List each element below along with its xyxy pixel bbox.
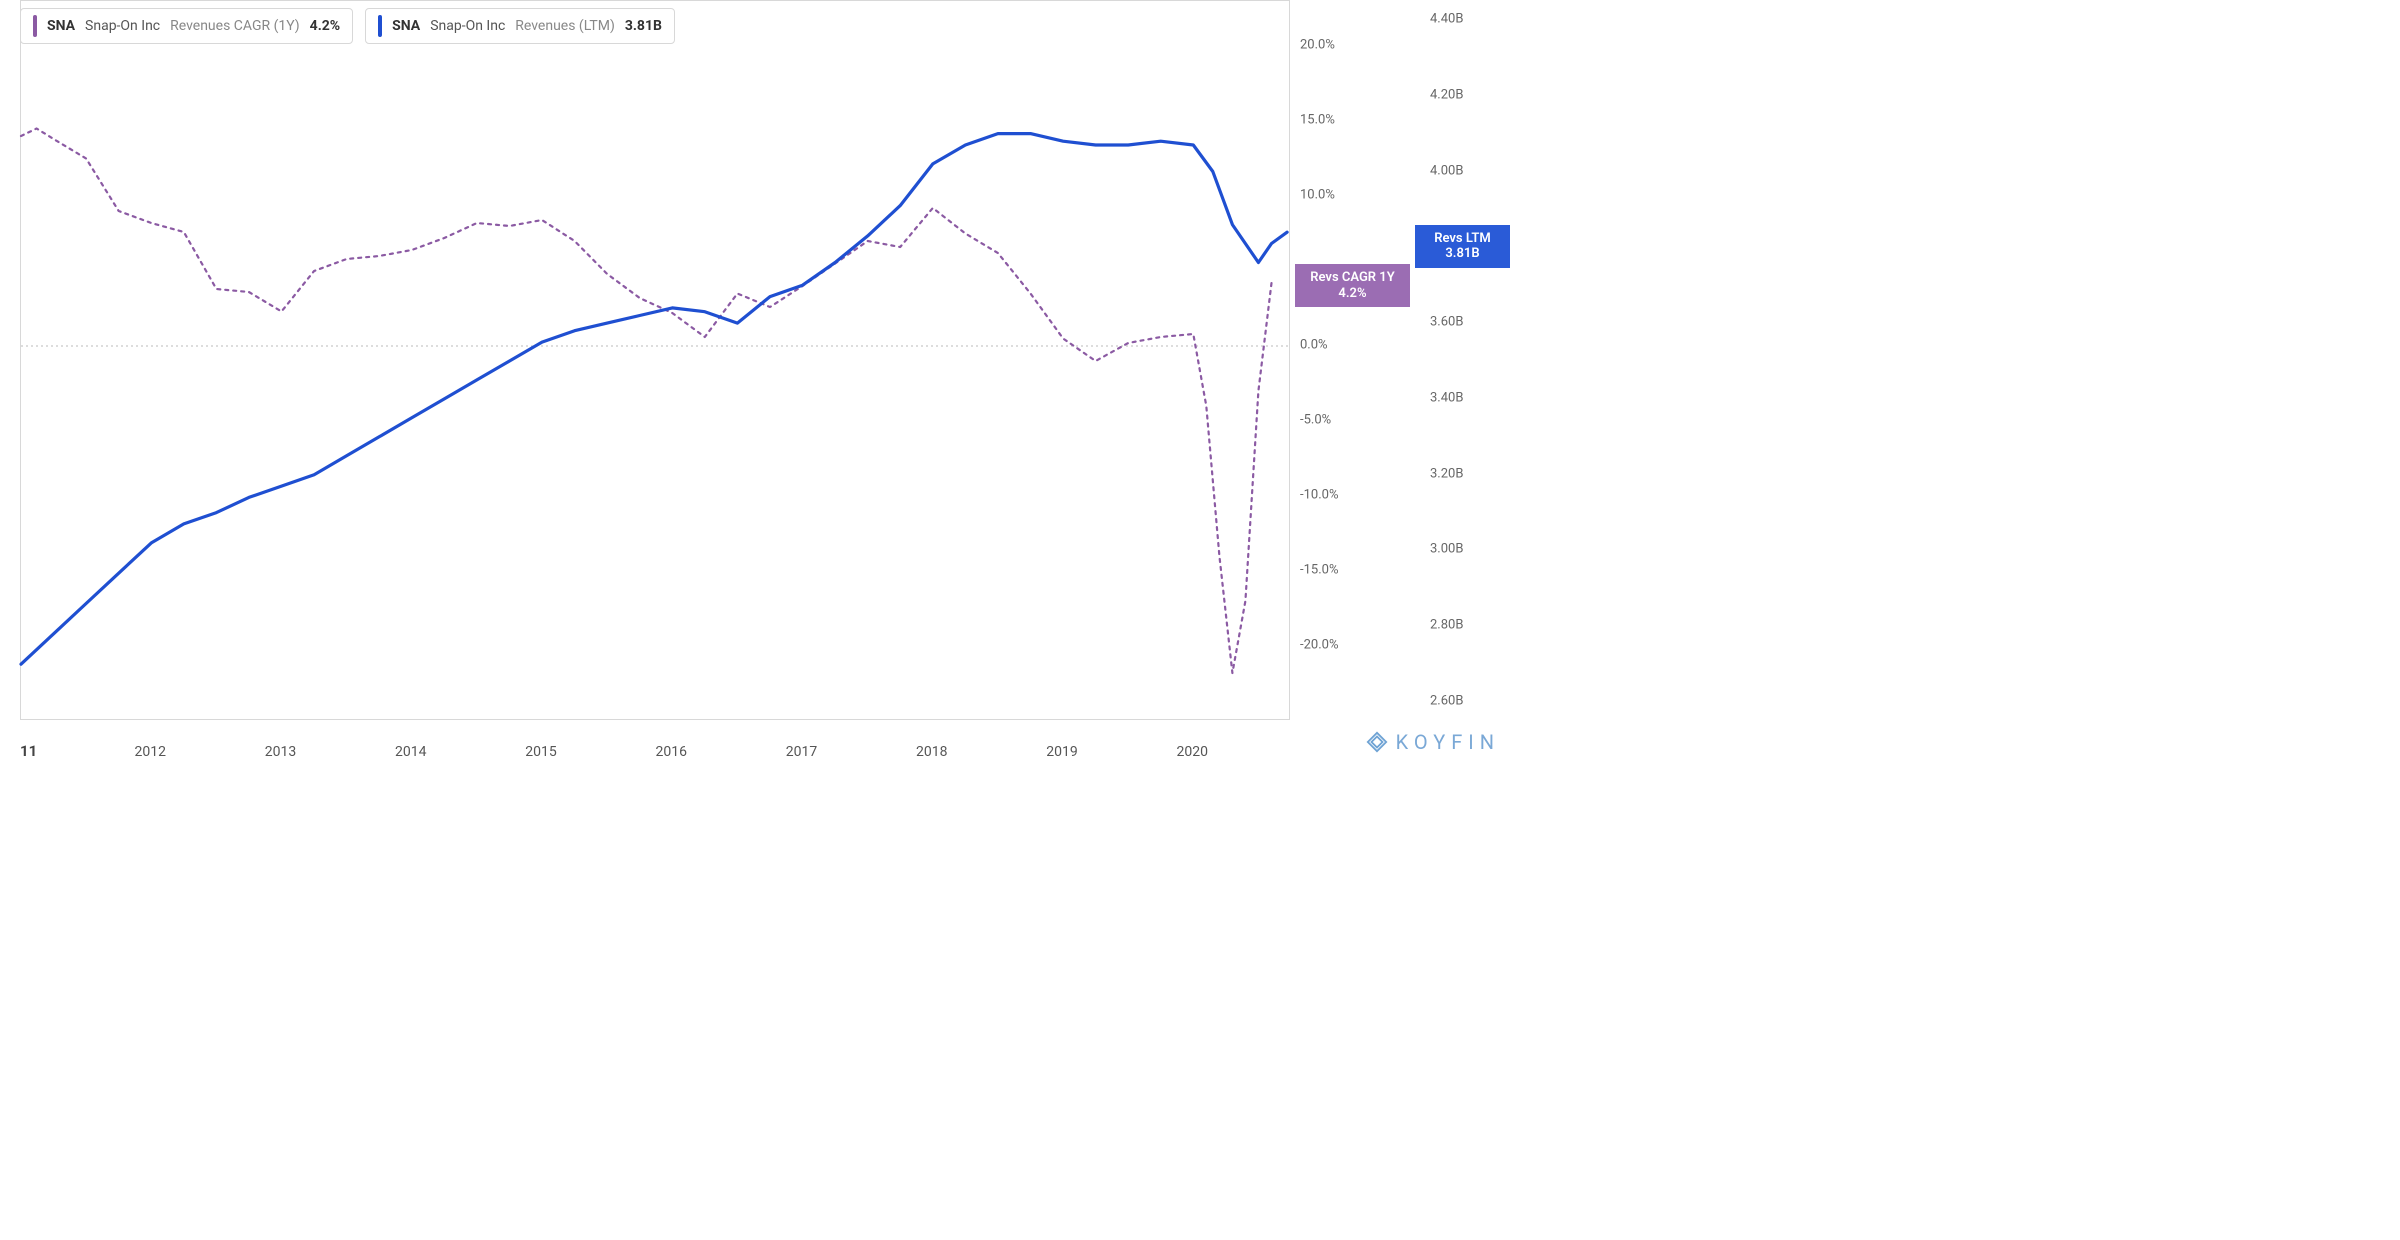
badge-ltm: Revs LTM3.81B — [1415, 225, 1510, 268]
y-left-tick-label: 15.0% — [1300, 113, 1335, 128]
y-left-tick-label: -15.0% — [1300, 563, 1338, 578]
legend-company: Snap-On Inc — [85, 18, 160, 34]
legend-company: Snap-On Inc — [430, 18, 505, 34]
y-left-tick-label: -10.0% — [1300, 488, 1338, 503]
y-right-tick-label: 4.20B — [1430, 87, 1463, 102]
x-axis-labels: 11 2012 2013 2014 2015 2016 2017 2018 2019 2020 — [20, 738, 1290, 760]
legend-value: 3.81B — [625, 18, 662, 34]
x-tick-label: 2018 — [916, 744, 947, 760]
koyfin-text: KOYFIN — [1396, 730, 1500, 754]
koyfin-icon — [1366, 731, 1388, 753]
series-cagr — [21, 129, 1272, 674]
x-tick-label: 2012 — [135, 744, 166, 760]
y-right-tick-label: 3.60B — [1430, 315, 1463, 330]
x-tick-label: 11 — [20, 742, 37, 760]
x-tick-label: 2013 — [265, 744, 296, 760]
legend-swatch-ltm — [378, 15, 382, 37]
x-tick-label: 2017 — [786, 744, 817, 760]
x-tick-label: 2014 — [395, 744, 426, 760]
legend-value: 4.2% — [310, 18, 340, 34]
x-tick-label: 2019 — [1046, 744, 1077, 760]
badge-cagr: Revs CAGR 1Y4.2% — [1295, 264, 1410, 307]
x-tick-label: 2020 — [1177, 744, 1208, 760]
legend-item-cagr[interactable]: SNA Snap-On Inc Revenues CAGR (1Y) 4.2% — [20, 8, 353, 44]
y-left-axis-labels: -20.0%-15.0%-10.0%-5.0%0.0%5.0%10.0%15.0… — [1300, 0, 1370, 720]
plot-svg — [21, 1, 1291, 721]
y-right-axis-labels: 2.60B2.80B3.00B3.20B3.40B3.60B3.80B4.00B… — [1430, 0, 1490, 720]
koyfin-logo: KOYFIN — [1366, 730, 1500, 754]
legend-item-ltm[interactable]: SNA Snap-On Inc Revenues (LTM) 3.81B — [365, 8, 675, 44]
y-right-tick-label: 3.40B — [1430, 390, 1463, 405]
y-right-tick-label: 2.60B — [1430, 694, 1463, 709]
y-right-tick-label: 3.20B — [1430, 466, 1463, 481]
legend-ticker: SNA — [392, 18, 420, 34]
chart-container: SNA Snap-On Inc Revenues CAGR (1Y) 4.2% … — [0, 0, 1520, 760]
legend-metric: Revenues CAGR (1Y) — [170, 18, 300, 34]
series-ltm — [21, 134, 1287, 665]
legend-metric: Revenues (LTM) — [515, 18, 615, 34]
y-left-tick-label: 0.0% — [1300, 338, 1328, 353]
y-right-tick-label: 3.00B — [1430, 542, 1463, 557]
legend: SNA Snap-On Inc Revenues CAGR (1Y) 4.2% … — [20, 8, 675, 44]
y-left-tick-label: -5.0% — [1300, 413, 1331, 428]
legend-swatch-cagr — [33, 15, 37, 37]
x-tick-label: 2016 — [656, 744, 687, 760]
legend-ticker: SNA — [47, 18, 75, 34]
y-left-tick-label: 10.0% — [1300, 188, 1335, 203]
y-left-tick-label: 20.0% — [1300, 38, 1335, 53]
y-left-tick-label: -20.0% — [1300, 638, 1338, 653]
y-right-tick-label: 4.40B — [1430, 11, 1463, 26]
y-right-tick-label: 2.80B — [1430, 618, 1463, 633]
x-tick-label: 2015 — [525, 744, 556, 760]
y-right-tick-label: 4.00B — [1430, 163, 1463, 178]
plot-area[interactable] — [20, 0, 1290, 720]
